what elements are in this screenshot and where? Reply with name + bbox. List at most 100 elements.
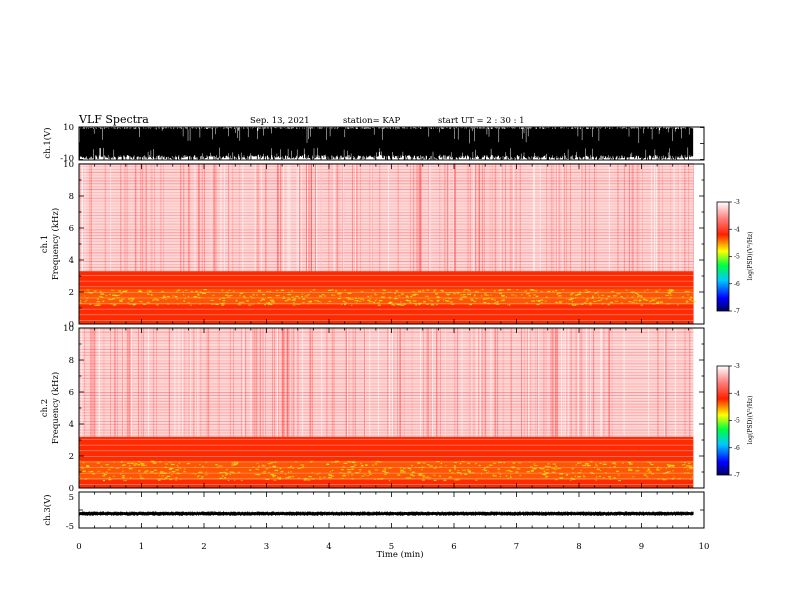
spectrogram-peak-speck: [598, 296, 601, 298]
spectrogram-peak-speck: [519, 475, 522, 477]
ch2-spectrogram-image: [79, 328, 694, 488]
spectrogram-peak-speck: [272, 465, 276, 467]
spectrogram-peak-speck: [570, 479, 572, 481]
spectrogram-peak-speck: [79, 302, 82, 304]
spectrogram-peak-speck: [510, 474, 511, 476]
spectrogram-peak-speck: [643, 467, 646, 469]
spectrogram-line: [79, 303, 694, 304]
spectrogram-impulse: [657, 328, 659, 488]
spectrogram-peak-speck: [422, 473, 424, 475]
spectrogram-gap: [448, 164, 450, 272]
spectrogram-peak-speck: [273, 479, 277, 481]
spectrogram-peak-speck: [660, 467, 662, 469]
spectrogram-impulse: [457, 328, 459, 488]
spectrogram-peak-speck: [171, 474, 173, 476]
spectrogram-peak-speck: [669, 294, 673, 296]
spectrogram-impulse: [142, 328, 144, 488]
spectrogram-peak-speck: [81, 465, 83, 468]
spectrogram-impulse: [387, 328, 389, 488]
spectrogram-peak-speck: [638, 295, 643, 297]
spectrogram-impulse: [288, 328, 290, 488]
spectrogram-peak-speck: [475, 298, 478, 300]
spectrogram-peak-speck: [318, 295, 323, 297]
spectrogram-peak-speck: [460, 473, 462, 475]
spectrogram-peak-speck: [398, 295, 401, 297]
spectrogram-impulse: [346, 328, 348, 488]
spectrogram-peak-speck: [509, 470, 513, 473]
spectrogram-impulse: [662, 164, 663, 324]
spectrogram-peak-speck: [686, 465, 690, 467]
ch3-waveform-line: [79, 511, 694, 516]
spectrogram-peak-speck: [622, 462, 624, 464]
spectrogram-impulse: [417, 164, 419, 324]
spectrogram-peak-speck: [484, 469, 488, 472]
spectrogram-peak-speck: [284, 300, 288, 302]
spectrogram-peak-speck: [118, 290, 121, 292]
spectrogram-striation: [79, 197, 694, 199]
spectrogram-peak-speck: [421, 469, 423, 471]
spectrogram-peak-speck: [108, 298, 110, 300]
spectrogram-gap: [123, 328, 124, 437]
spectrogram-striation: [79, 429, 694, 431]
spectrogram-striation: [79, 261, 694, 263]
spectrogram-impulse: [379, 164, 381, 324]
spectrogram-impulse: [428, 164, 430, 324]
spectrogram-impulse: [151, 164, 153, 324]
spectrogram-line: [79, 292, 694, 293]
spectrogram-peak-speck: [146, 301, 150, 304]
spectrogram-peak-speck: [406, 296, 409, 298]
spectrogram-peak-speck: [692, 476, 694, 478]
spectrogram-impulse: [93, 328, 95, 488]
spectrogram-impulse: [494, 328, 496, 488]
spectrogram-peak-speck: [199, 291, 202, 293]
spectrogram-impulse: [509, 164, 511, 324]
spectrogram-peak-speck: [468, 471, 471, 473]
spectrogram-impulse: [233, 328, 234, 488]
spectrogram-impulse: [126, 164, 128, 324]
spectrogram-peak-speck: [422, 290, 425, 292]
spectrogram-peak-speck: [468, 304, 471, 306]
spectrogram-peak-speck: [169, 467, 174, 469]
spectrogram-peak-speck: [236, 299, 238, 301]
spectrogram-peak-speck: [123, 464, 127, 466]
spectrogram-peak-speck: [559, 300, 563, 303]
spectrogram-peak-speck: [611, 291, 614, 293]
spectrogram-peak-speck: [482, 469, 486, 471]
ch1-spectrogram-ylabel-freq: Frequency (kHz): [50, 208, 61, 280]
freq-tick-label: 6: [69, 224, 74, 234]
spectrogram-peak-speck: [443, 299, 445, 301]
spectrogram-peak-speck: [190, 291, 193, 293]
spectrogram-impulse: [439, 164, 441, 324]
spectrogram-impulse: [337, 164, 338, 324]
spectrogram-peak-speck: [268, 471, 270, 474]
spectrogram-impulse: [109, 164, 110, 324]
spectrogram-peak-speck: [291, 299, 296, 301]
spectrogram-gap: [453, 164, 455, 272]
spectrogram-peak-speck: [197, 475, 200, 477]
spectrogram-peak-speck: [130, 462, 133, 464]
spectrogram-peak-speck: [146, 469, 149, 472]
spectrogram-gap: [298, 164, 299, 272]
spectrogram-impulse: [198, 164, 200, 324]
spectrogram-peak-speck: [473, 294, 476, 296]
spectrogram-gap: [651, 164, 653, 272]
spectrogram-impulse: [419, 164, 420, 324]
spectrogram-peak-speck: [366, 475, 370, 477]
spectrogram-impulse: [193, 328, 195, 488]
spectrogram-impulse: [470, 328, 471, 488]
spectrogram-peak-speck: [666, 464, 670, 466]
spectrogram-impulse: [466, 164, 468, 324]
spectrogram-peak-speck: [367, 295, 370, 298]
spectrogram-peak-speck: [421, 479, 425, 481]
spectrogram-gap: [316, 164, 318, 272]
spectrogram-peak-speck: [690, 296, 693, 298]
spectrogram-peak-speck: [449, 470, 451, 472]
spectrogram-striation: [79, 409, 694, 411]
spectrogram-peak-speck: [551, 467, 555, 469]
spectrogram-peak-speck: [143, 303, 147, 305]
spectrogram-striation: [79, 406, 694, 408]
spectrogram-peak-speck: [568, 303, 570, 305]
spectrogram-gap: [590, 328, 591, 437]
spectrogram-peak-speck: [555, 290, 558, 292]
spectrogram-impulse: [138, 328, 139, 488]
